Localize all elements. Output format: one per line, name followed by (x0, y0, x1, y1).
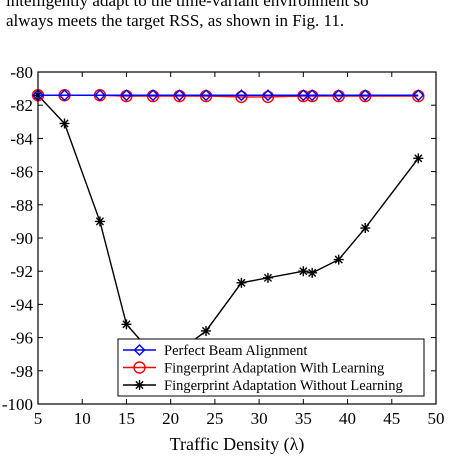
y-tick-label: -98 (10, 362, 33, 381)
y-tick-label: -86 (10, 163, 33, 182)
y-tick-label: -82 (10, 96, 33, 115)
caption-line-2: always meets the target RSS, as shown in… (6, 11, 345, 30)
x-tick-label: 20 (162, 409, 179, 428)
series-3 (33, 90, 424, 360)
data-point (360, 223, 371, 234)
series-line (37, 94, 419, 355)
y-tick-label: -88 (10, 196, 33, 215)
x-tick-label: 25 (206, 409, 223, 428)
data-point (297, 89, 310, 102)
data-point (359, 89, 372, 102)
legend-marker (133, 361, 146, 374)
legend-entry: Fingerprint Adaptation With Learning (123, 361, 384, 377)
data-point (298, 266, 309, 277)
data-point (262, 272, 273, 283)
x-tick-label: 15 (118, 409, 135, 428)
y-tick-label: -96 (10, 329, 33, 348)
legend-entry: Perfect Beam Alignment (123, 343, 307, 359)
data-point (58, 89, 71, 102)
legend: Perfect Beam Alignment Fingerprint Adapta… (117, 338, 425, 397)
y-tick-label: -84 (10, 129, 33, 148)
x-tick-label: 35 (295, 409, 312, 428)
legend-label: Fingerprint Adaptation With Learning (164, 361, 384, 377)
data-point (59, 118, 70, 129)
data-point (201, 325, 212, 336)
legend-box (117, 338, 425, 397)
x-tick-label: 40 (339, 409, 356, 428)
x-tick-label: 50 (428, 409, 445, 428)
y-tick-label: -90 (10, 229, 33, 248)
data-point (333, 254, 344, 265)
data-point (120, 89, 133, 102)
y-tick-label: -92 (10, 262, 33, 281)
data-point (261, 89, 274, 102)
data-point (332, 89, 345, 102)
x-tick-label: 30 (251, 409, 268, 428)
data-point (236, 277, 247, 288)
legend-label: Fingerprint Adaptation Without Learning (164, 378, 403, 394)
y-tick-label: -94 (10, 295, 33, 314)
series-layer (31, 89, 425, 360)
legend-marker (134, 380, 145, 390)
legend-entry: Fingerprint Adaptation Without Learning (123, 378, 403, 394)
data-point (235, 90, 248, 104)
x-tick-label: 5 (34, 409, 43, 428)
y-tick-label: -80 (10, 63, 33, 82)
data-point (413, 153, 424, 164)
x-tick-label: 10 (74, 409, 91, 428)
data-point (306, 89, 319, 102)
data-point (121, 319, 132, 330)
tick-layer: 5 10 15 20 25 30 35 40 45 50 -80 -82 -84 -86 -88 -90 -92… (2, 63, 445, 428)
x-axis-label: Traffic Density (λ) (170, 434, 305, 455)
y-tick-label: -100 (2, 395, 33, 414)
data-point (146, 89, 159, 102)
data-point (94, 216, 105, 227)
data-point (200, 89, 213, 102)
data-point (412, 89, 425, 102)
data-point (307, 267, 318, 278)
series-1 (32, 89, 425, 102)
plot-frame (37, 71, 437, 405)
data-point (93, 89, 106, 102)
caption-line-1: intelligently adapt to the time-variant … (6, 0, 369, 10)
legend-label: Perfect Beam Alignment (164, 343, 307, 359)
x-tick-label: 45 (383, 409, 400, 428)
legend-marker (133, 344, 146, 356)
data-point (173, 89, 186, 102)
data-point (235, 89, 248, 102)
data-point (261, 90, 275, 104)
